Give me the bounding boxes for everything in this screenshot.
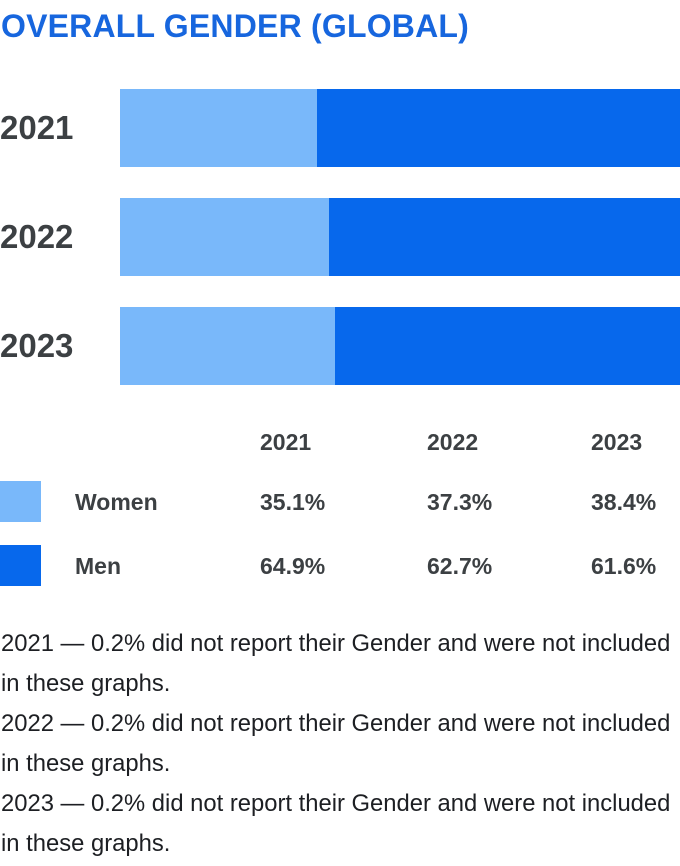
bar-track-2022 <box>120 198 680 276</box>
bar-segment-women-2021 <box>120 89 317 167</box>
legend-table-header-row: 2021 2022 2023 <box>0 421 680 463</box>
bar-segment-men-2021 <box>316 89 680 167</box>
col-header-2022: 2022 <box>427 429 479 455</box>
col-header-2021: 2021 <box>260 429 312 455</box>
bar-row-2022: 2022 <box>0 198 680 276</box>
page-title: OVERALL GENDER (GLOBAL) <box>1 8 470 44</box>
footnotes: 2021 — 0.2% did not report their Gender … <box>1 624 680 864</box>
bar-segment-men-2022 <box>328 198 680 276</box>
bar-track-2021 <box>120 89 680 167</box>
bar-year-label: 2021 <box>0 109 74 146</box>
bar-segment-men-2023 <box>335 307 680 385</box>
bar-year-label: 2023 <box>0 327 74 364</box>
women-value-2023: 38.4% <box>591 489 657 515</box>
bar-track-2023 <box>120 307 680 385</box>
bar-segment-women-2022 <box>120 198 329 276</box>
women-value-2021: 35.1% <box>260 489 326 515</box>
men-value-2021: 64.9% <box>260 553 326 579</box>
bar-segment-women-2023 <box>120 307 336 385</box>
legend-row-women: Women 35.1% 37.3% 38.4% <box>0 481 680 523</box>
footnote-2021: 2021 — 0.2% did not report their Gender … <box>1 630 671 697</box>
col-header-2023: 2023 <box>591 429 643 455</box>
men-color-swatch <box>0 545 41 586</box>
women-value-2022: 37.3% <box>427 489 493 515</box>
legend-row-men: Men 64.9% 62.7% 61.6% <box>0 545 680 587</box>
bar-row-2023: 2023 <box>0 307 680 385</box>
legend-label-women: Women <box>75 489 158 515</box>
legend-label-men: Men <box>75 553 121 579</box>
bar-year-label: 2022 <box>0 218 74 255</box>
women-color-swatch <box>0 481 41 522</box>
footnote-2023: 2023 — 0.2% did not report their Gender … <box>1 790 671 857</box>
bar-row-2021: 2021 <box>0 89 680 167</box>
men-value-2023: 61.6% <box>591 553 657 579</box>
men-value-2022: 62.7% <box>427 553 493 579</box>
footnote-2022: 2022 — 0.2% did not report their Gender … <box>1 710 671 777</box>
